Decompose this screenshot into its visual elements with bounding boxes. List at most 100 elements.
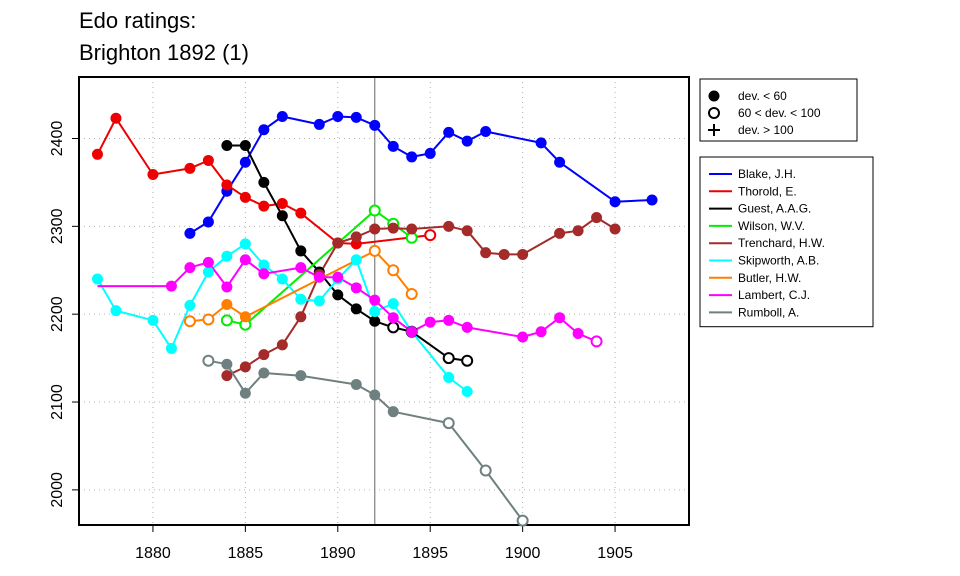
data-point: [387, 298, 399, 310]
series-legend-label: Guest, A.A.G.: [738, 202, 811, 216]
series-legend-box: [699, 156, 874, 328]
data-point: [276, 339, 288, 351]
data-point: [443, 126, 455, 138]
y-tick-label: 2100: [49, 384, 66, 420]
x-tick-label: 1905: [597, 545, 633, 562]
data-point: [498, 248, 510, 260]
data-point: [202, 256, 214, 268]
data-point: [165, 280, 177, 292]
series-legend-label: Skipworth, A.B.: [738, 254, 819, 268]
data-point: [258, 268, 270, 280]
data-point: [202, 216, 214, 228]
plot-frame: [78, 76, 690, 526]
data-point: [332, 237, 344, 249]
data-point: [369, 315, 381, 327]
data-point: [91, 148, 103, 160]
data-point: [332, 271, 344, 283]
data-point: [313, 118, 325, 130]
data-point: [516, 514, 529, 527]
data-point: [239, 387, 251, 399]
series-line: [189, 115, 653, 235]
data-point: [295, 245, 307, 257]
data-point: [350, 254, 362, 266]
data-point: [405, 287, 418, 300]
marker-legend-symbol: [708, 124, 720, 136]
data-point: [572, 225, 584, 237]
data-point: [258, 367, 270, 379]
data-point: [369, 119, 381, 131]
data-point: [535, 137, 547, 149]
data-point: [239, 238, 251, 250]
data-point: [443, 314, 455, 326]
data-point: [295, 293, 307, 305]
x-tick-label: 1895: [412, 545, 448, 562]
chart-title-line-1: Edo ratings:: [79, 8, 197, 33]
data-point: [202, 313, 215, 326]
marker-legend-label: 60 < dev. < 100: [738, 106, 821, 120]
y-tick-label: 2200: [49, 296, 66, 332]
data-point: [369, 294, 381, 306]
y-tick-label: 2000: [49, 472, 66, 508]
x-tick-label: 1880: [135, 545, 171, 562]
data-point: [424, 229, 437, 242]
series-line: [208, 359, 524, 522]
series-legend-label: Rumboll, A.: [738, 305, 799, 319]
data-point: [461, 225, 473, 237]
data-point: [239, 311, 251, 323]
data-point: [276, 111, 288, 123]
series-legend-label: Butler, H.W.: [738, 271, 801, 285]
data-point: [461, 385, 473, 397]
data-point: [424, 316, 436, 328]
data-point: [239, 191, 251, 203]
data-point: [313, 295, 325, 307]
y-tick-label: 2300: [49, 208, 66, 244]
data-point: [221, 140, 233, 152]
data-point: [110, 305, 122, 317]
data-point: [480, 247, 492, 259]
data-point: [369, 389, 381, 401]
data-point: [646, 194, 658, 206]
data-point: [239, 140, 251, 152]
data-point: [295, 262, 307, 274]
data-point: [258, 200, 270, 212]
x-tick-label: 1890: [320, 545, 356, 562]
data-point: [183, 315, 196, 328]
data-point: [276, 197, 288, 209]
data-point: [609, 223, 621, 235]
series-legend-label: Lambert, C.J.: [738, 288, 810, 302]
data-point: [424, 147, 436, 159]
data-point: [535, 326, 547, 338]
data-point: [554, 227, 566, 239]
data-point: [184, 162, 196, 174]
data-point: [369, 223, 381, 235]
legends: dev. < 60 60 < dev. < 100 dev. > 100 Blake,…: [699, 78, 874, 328]
data-point: [442, 352, 455, 365]
data-point: [147, 314, 159, 326]
data-point: [91, 273, 103, 285]
data-point: [332, 111, 344, 123]
data-point: [239, 254, 251, 266]
data-point: [295, 370, 307, 382]
data-point: [479, 464, 492, 477]
data-point: [554, 156, 566, 168]
data-point: [110, 112, 122, 124]
series-line: [226, 216, 616, 377]
data-point: [221, 358, 233, 370]
data-point: [350, 282, 362, 294]
data-point: [591, 212, 603, 224]
data-point: [165, 342, 177, 354]
data-point: [461, 135, 473, 147]
data-point: [221, 179, 233, 191]
axes: 1880 1885 1890 1895 1900 1905 2000 2100 2200 2300…: [49, 76, 690, 562]
data-point: [369, 306, 381, 318]
data-point: [387, 140, 399, 152]
marker-legend-symbol: [708, 90, 720, 102]
data-point: [387, 222, 399, 234]
series-markers: [91, 111, 658, 527]
data-point: [313, 271, 325, 283]
data-point: [295, 207, 307, 219]
data-point: [202, 354, 215, 367]
data-point: [221, 299, 233, 311]
data-point: [609, 196, 621, 208]
